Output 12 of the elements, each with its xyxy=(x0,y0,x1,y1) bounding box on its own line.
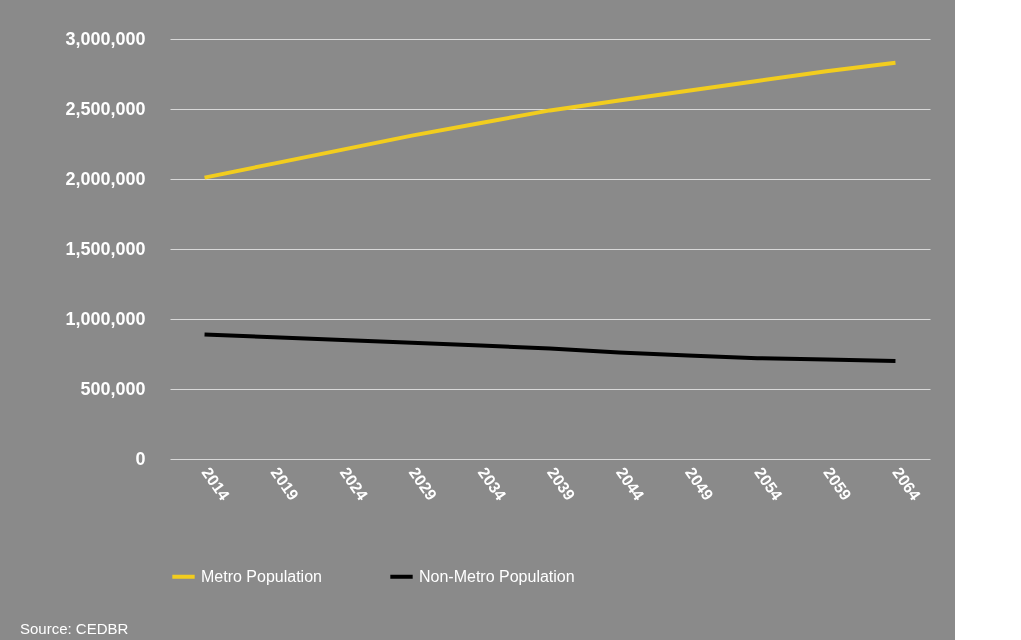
y-tick-label: 2,500,000 xyxy=(65,98,146,119)
y-tick-label: 0 xyxy=(135,448,146,469)
legend-label: Non-Metro Population xyxy=(419,567,575,585)
source-note: Source: CEDBR xyxy=(20,620,129,637)
line-series xyxy=(202,60,898,180)
y-tick-label: 1,500,000 xyxy=(65,238,146,259)
y-tick-label: 500,000 xyxy=(80,378,146,399)
line-series xyxy=(202,332,898,363)
y-tick-label: 3,000,000 xyxy=(65,28,146,49)
y-tick-label: 2,000,000 xyxy=(65,168,146,189)
legend-label: Metro Population xyxy=(201,567,322,585)
y-tick-label: 1,000,000 xyxy=(65,308,146,329)
